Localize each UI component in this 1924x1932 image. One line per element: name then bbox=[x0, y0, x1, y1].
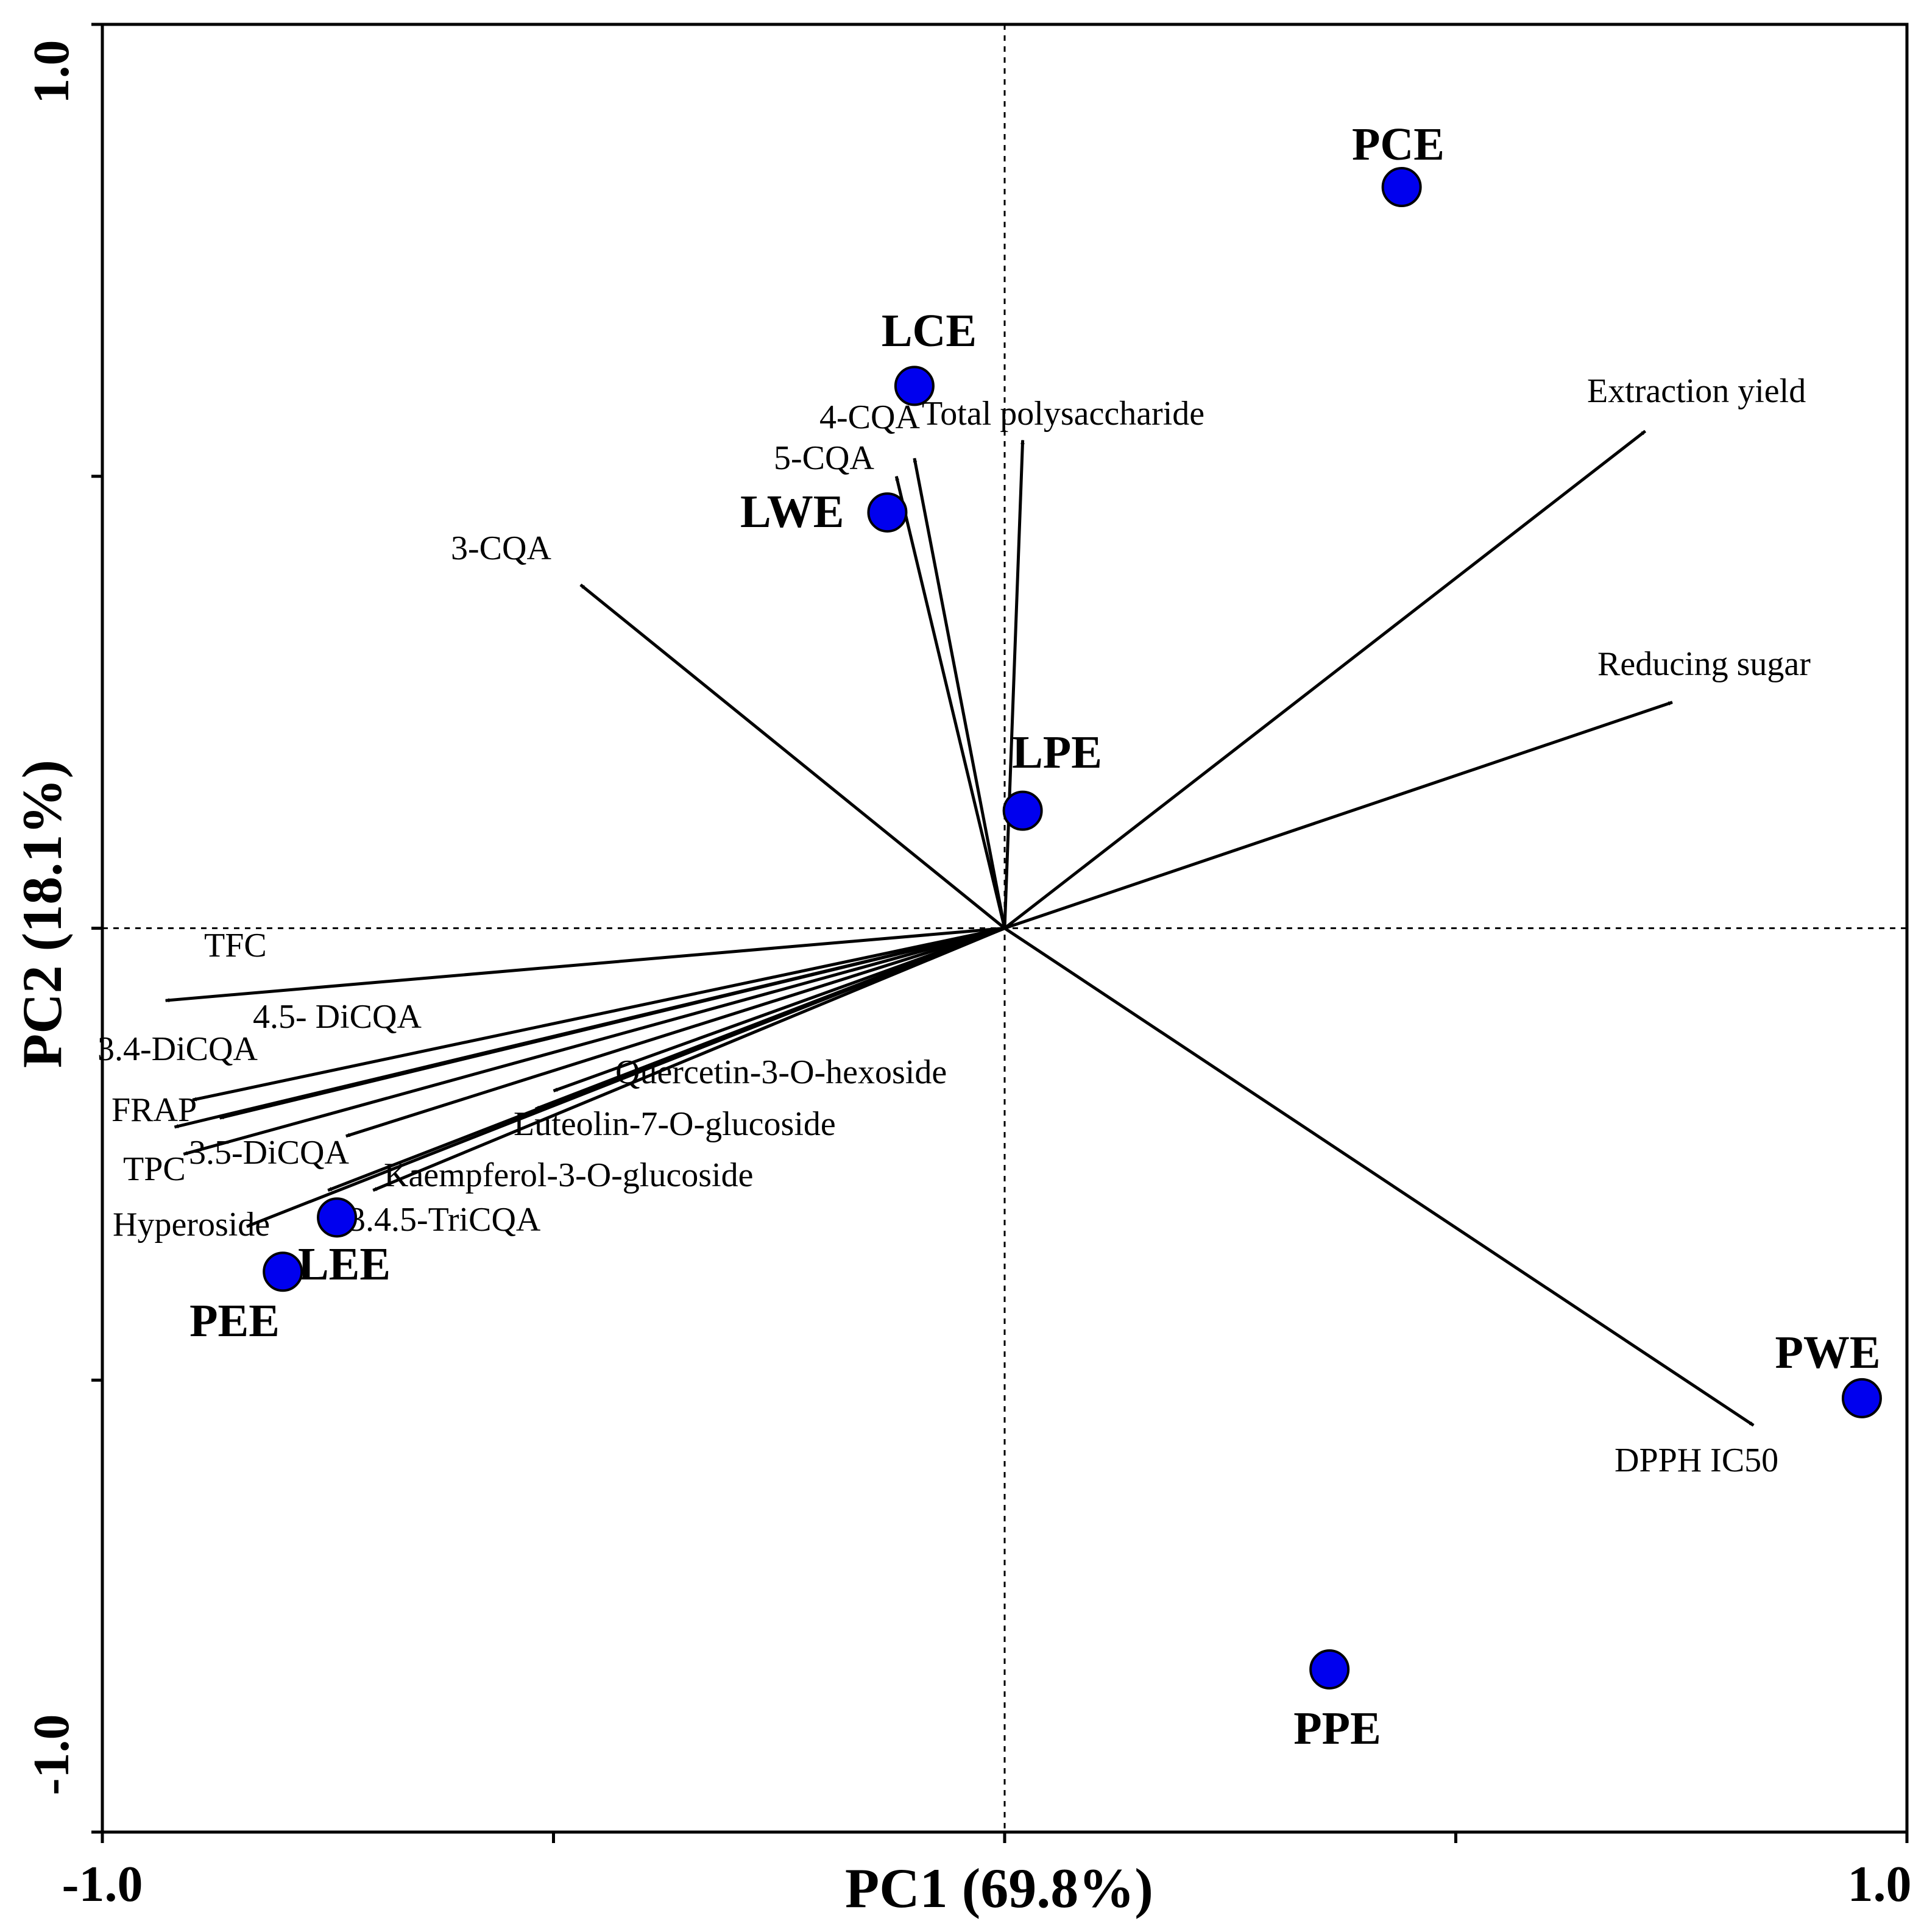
point-label-lpe: LPE bbox=[1012, 727, 1102, 778]
point-label-lce: LCE bbox=[882, 305, 977, 356]
y-axis-title: PC2 (18.1%) bbox=[11, 760, 73, 1068]
x-axis-title: PC1 (69.8%) bbox=[845, 1857, 1153, 1919]
vector-4-5-dicqa bbox=[192, 927, 1005, 1102]
x-tick-label-min: -1.0 bbox=[62, 1856, 143, 1913]
point-lpe bbox=[1002, 790, 1043, 831]
vector-tpc bbox=[183, 927, 1005, 1156]
vector-label-quercetin-3-o-hexoside: Quercetin-3-O-hexoside bbox=[615, 1053, 947, 1091]
y-tick-label-max: 1.0 bbox=[23, 40, 80, 104]
vector-label-extraction-yield: Extraction yield bbox=[1587, 372, 1806, 410]
vector-label-reducing-sugar: Reducing sugar bbox=[1597, 645, 1811, 683]
vector-total-polysaccharide bbox=[1003, 439, 1025, 929]
point-label-pwe: PWE bbox=[1775, 1327, 1880, 1378]
vector-3-cqa bbox=[579, 583, 1006, 930]
vector-label-3-cqa: 3-CQA bbox=[451, 529, 551, 567]
vector-label-4-cqa: 4-CQA bbox=[819, 398, 920, 436]
vector-label-5-cqa: 5-CQA bbox=[774, 439, 874, 477]
point-label-lwe: LWE bbox=[740, 486, 844, 537]
vector-tfc bbox=[164, 927, 1005, 1003]
vector-quercetin-3-o-hexoside bbox=[553, 927, 1005, 1092]
vector-label-3-4-5-tricqa: 3.4.5-TriCQA bbox=[348, 1201, 541, 1239]
point-pee bbox=[263, 1251, 303, 1292]
vector-4-cqa bbox=[894, 476, 1006, 929]
vector-label-luteolin-7-o-glucoside: Luteolin-7-O-glucoside bbox=[514, 1105, 836, 1143]
sample-scores: PCE LCE LWE LPE LEE PEE PWE PPE bbox=[189, 119, 1882, 1754]
point-lee bbox=[317, 1197, 358, 1238]
vector-frap bbox=[219, 927, 1005, 1120]
axis-ticks bbox=[91, 23, 1909, 1843]
point-label-pce: PCE bbox=[1352, 119, 1445, 170]
vector-3-5-dicqa bbox=[345, 927, 1005, 1138]
point-lwe bbox=[867, 492, 908, 533]
point-label-lee: LEE bbox=[298, 1239, 391, 1290]
vector-label-tfc: TFC bbox=[204, 927, 267, 964]
x-tick-label-max: 1.0 bbox=[1848, 1856, 1912, 1913]
point-label-pee: PEE bbox=[189, 1295, 280, 1346]
vector-label-kaempferol-3-o-glucoside: Kaempferol-3-O-glucoside bbox=[384, 1156, 753, 1194]
vector-label-hyperoside: Hyperoside bbox=[113, 1206, 270, 1244]
point-pwe bbox=[1841, 1378, 1882, 1418]
vector-label-3-5-dicqa: 3.5-DiCQA bbox=[189, 1134, 349, 1172]
point-label-ppe: PPE bbox=[1293, 1703, 1381, 1754]
vector-dpph-ic50 bbox=[1003, 927, 1755, 1427]
y-tick-label-min: -1.0 bbox=[23, 1714, 80, 1796]
vector-extraction-yield bbox=[1003, 430, 1647, 930]
vector-label-dpph-ic50: DPPH IC50 bbox=[1615, 1442, 1778, 1479]
vector-label-4-5-dicqa: 4.5- DiCQA bbox=[253, 998, 422, 1036]
vector-reducing-sugar bbox=[1004, 701, 1673, 930]
point-ppe bbox=[1309, 1649, 1350, 1690]
vector-kaempferol-3-o-glucoside bbox=[372, 927, 1005, 1192]
vector-luteolin-7-o-glucoside bbox=[534, 927, 1005, 1111]
vector-label-tpc: TPC bbox=[123, 1150, 186, 1188]
vector-label-frap: FRAP bbox=[111, 1091, 197, 1129]
vector-label-total-polysaccharide: Total polysaccharide bbox=[922, 395, 1204, 433]
point-pce bbox=[1381, 167, 1422, 208]
vector-label-3-4-dicqa: 3.4-DiCQA bbox=[97, 1030, 258, 1068]
vector-5-cqa bbox=[913, 458, 1006, 929]
point-lce bbox=[894, 366, 935, 406]
